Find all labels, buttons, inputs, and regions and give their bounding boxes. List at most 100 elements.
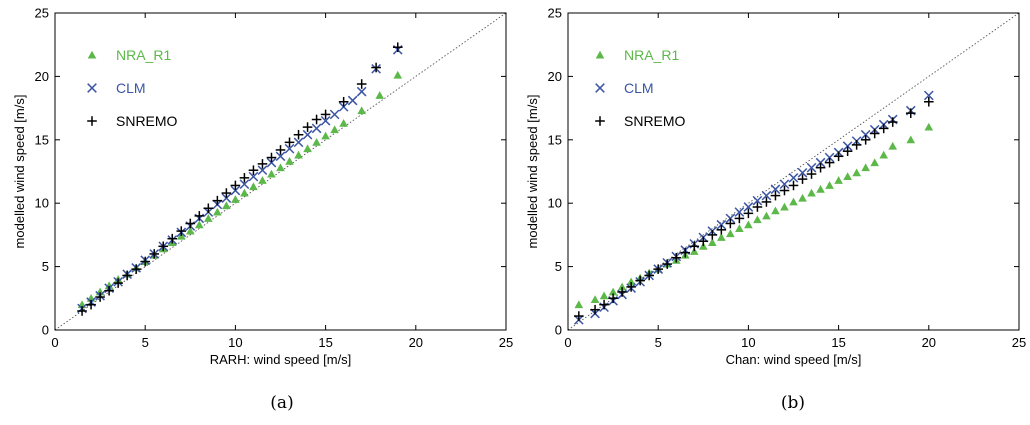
panel-a: 0 5 10 15 20 25 0 5 10 15 20 25 RARH: wind speed [m/… [12, 6, 513, 414]
data-point [338, 96, 349, 107]
x-tick-label: 15 [831, 335, 845, 350]
x-tick-label: 15 [318, 335, 332, 350]
x-tick-label: 25 [1012, 335, 1026, 350]
data-point [131, 264, 141, 274]
panel-b: 0 5 10 15 20 25 0 5 10 15 20 25 Chan: wind speed [m/… [525, 6, 1026, 414]
series-snremo [77, 42, 403, 316]
data-point [770, 190, 781, 201]
x-stroke [761, 190, 772, 201]
data-point [230, 185, 241, 196]
data-point [761, 190, 772, 201]
data-point [834, 176, 843, 184]
data-point [276, 163, 285, 172]
x-tick-label: 20 [409, 335, 423, 350]
data-point [186, 226, 195, 235]
data-point [302, 129, 313, 140]
legend: NRA_R1 CLM SNREMO [595, 47, 686, 129]
data-point [267, 169, 276, 178]
data-point [878, 123, 889, 134]
data-point [239, 173, 250, 183]
data-point [86, 299, 96, 310]
data-point [662, 259, 673, 269]
y-axis-label: modelled wind speed [m/s] [525, 95, 540, 249]
legend-label: NRA_R1 [624, 47, 679, 63]
data-point [312, 138, 321, 146]
data-point [644, 270, 654, 281]
one-to-one-line [567, 12, 1020, 331]
data-point [213, 207, 222, 216]
data-point [257, 159, 268, 169]
data-point [851, 140, 862, 150]
x-stroke [752, 195, 763, 206]
data-point [95, 292, 105, 302]
data-point [393, 70, 403, 79]
series-snremo [574, 96, 934, 321]
legend-label: CLM [624, 80, 654, 96]
x-stroke [230, 185, 241, 196]
data-point [284, 143, 295, 154]
x-stroke [221, 193, 232, 203]
x-stroke [329, 109, 340, 120]
x-tick-label: 10 [741, 335, 755, 350]
data-point [248, 165, 259, 176]
data-point [752, 195, 763, 206]
data-point [104, 281, 114, 290]
data-point [888, 141, 898, 150]
panel-caption: (a) [270, 393, 293, 413]
data-point [599, 299, 609, 310]
data-point [653, 264, 663, 274]
x-stroke [284, 143, 295, 154]
data-point [815, 157, 826, 168]
data-point [906, 135, 916, 144]
data-point [743, 202, 754, 212]
data-point [221, 188, 232, 198]
data-point [815, 162, 826, 173]
data-point [231, 195, 240, 203]
data-point [779, 185, 790, 196]
data-point [671, 252, 682, 263]
data-point [860, 129, 871, 140]
data-point [753, 215, 762, 224]
data-point [626, 282, 636, 292]
data-point [392, 42, 403, 53]
data-point [321, 131, 330, 140]
legend-label: NRA_R1 [116, 47, 171, 63]
x-tick-label: 10 [228, 335, 242, 350]
legend-label: CLM [116, 80, 146, 96]
data-point [248, 171, 259, 182]
data-point [807, 188, 816, 197]
data-point [222, 201, 231, 210]
x-stroke [716, 219, 727, 230]
x-axis-label: Chan: wind speed [m/s] [726, 352, 862, 367]
data-point [771, 206, 780, 215]
data-point [266, 152, 277, 163]
data-point [176, 226, 187, 236]
x-tick-label: 0 [564, 335, 571, 350]
data-point [617, 282, 627, 291]
y-tick-label: 5 [555, 259, 562, 274]
data-point [626, 277, 636, 286]
data-point [879, 150, 888, 159]
legend-marker [87, 50, 97, 59]
data-point [140, 256, 150, 267]
data-point [357, 106, 366, 115]
data-point [249, 182, 258, 191]
x-stroke [266, 157, 277, 168]
y-tick-label: 25 [35, 6, 49, 21]
data-point [842, 141, 853, 151]
data-point [239, 179, 250, 190]
data-point [725, 213, 736, 224]
data-point [356, 79, 367, 89]
data-point [788, 180, 799, 191]
legend-marker [595, 116, 605, 126]
data-point [842, 146, 853, 157]
data-point [257, 165, 268, 176]
data-point [266, 157, 277, 168]
data-point [833, 151, 844, 162]
y-tick-label: 0 [42, 323, 49, 338]
data-point [275, 151, 286, 162]
data-point [329, 109, 340, 120]
x-tick-label: 25 [499, 335, 513, 350]
data-point [293, 137, 304, 148]
data-point [734, 207, 745, 217]
